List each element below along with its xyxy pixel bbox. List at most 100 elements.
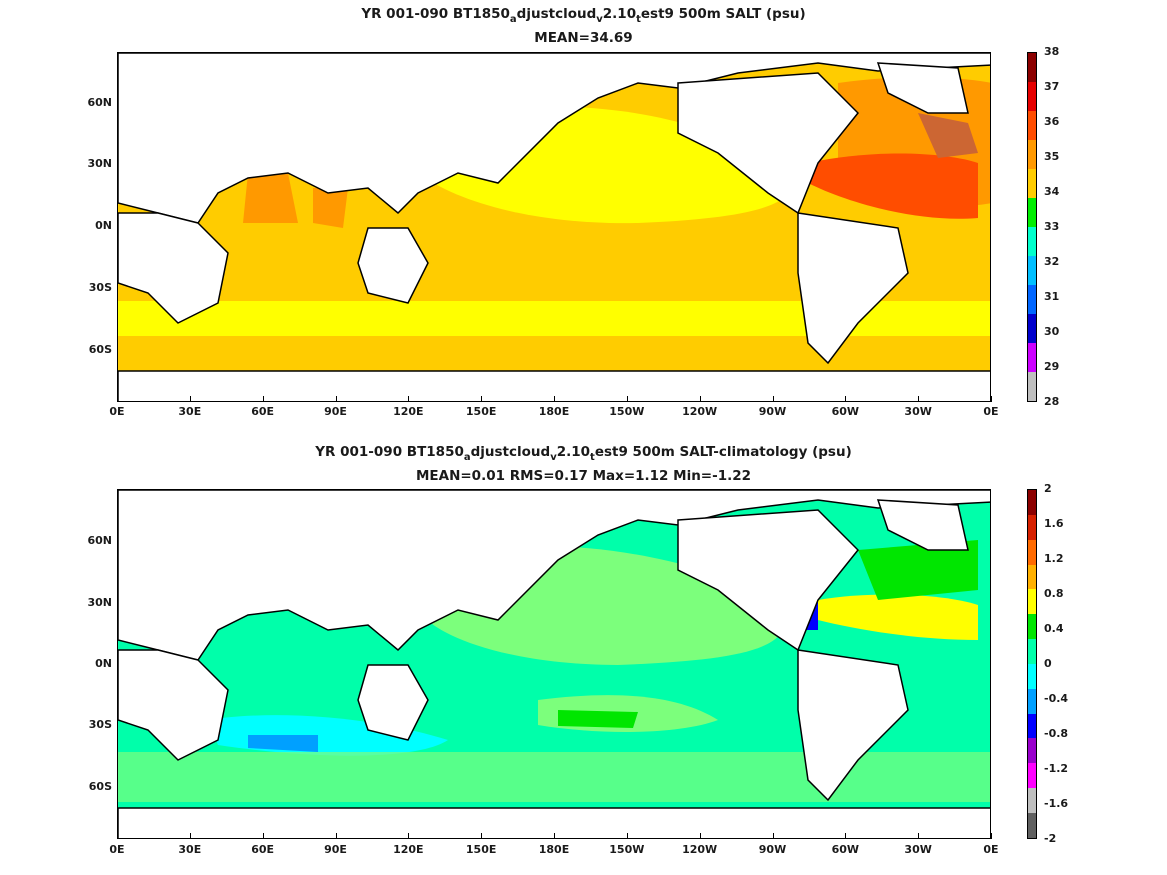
chart2-colorbar-tick: 1.6 — [1044, 517, 1064, 530]
chart2-ytick: 60S — [88, 780, 112, 793]
chart1-xtick: 30E — [178, 405, 202, 418]
chart2-xtick: 60E — [251, 843, 275, 856]
chart2-ytick: 30S — [88, 718, 112, 731]
chart2-colorbar-tick: -1.2 — [1044, 762, 1069, 775]
chart2-colorbar-swatch — [1028, 514, 1036, 540]
chart2-colorbar-swatch — [1028, 812, 1036, 838]
chart1-xtick: 0E — [109, 405, 125, 418]
title-fragment: est9 500m SALT-climatology (psu) — [594, 444, 852, 460]
chart2-xtick-mark — [190, 833, 191, 839]
chart1-xtick-mark — [554, 396, 555, 402]
eurasia-landmass — [118, 490, 990, 661]
title-fragment: djustcloud — [516, 6, 597, 22]
chart1-ytick: 30S — [88, 281, 112, 294]
chart1-colorbar-swatch — [1028, 256, 1036, 285]
chart1-ytick: 60S — [88, 343, 112, 356]
chart1-ytick: 30N — [87, 157, 112, 170]
atlantic-positive-anomaly — [818, 594, 978, 640]
chart2-colorbar-tick: -2 — [1044, 832, 1057, 845]
continents — [118, 53, 990, 401]
chart2-colorbar-tick: 0 — [1044, 657, 1052, 670]
chart1-ytick: 0N — [95, 219, 112, 232]
chart1-colorbar-swatch — [1028, 140, 1036, 169]
chart1-colorbar-tick: 37 — [1044, 80, 1060, 93]
chart1-colorbar-tick: 34 — [1044, 185, 1060, 198]
chart1-xtick: 120E — [393, 405, 424, 418]
chart2-ytick: 60N — [87, 534, 112, 547]
chart1-xtick-mark — [336, 396, 337, 402]
chart2-colorbar-tick: -1.6 — [1044, 797, 1069, 810]
chart1-colorbar-swatch — [1028, 285, 1036, 314]
chart2-map — [117, 489, 991, 839]
arabian-sea-region — [243, 173, 298, 223]
chart1-xtick-mark — [481, 396, 482, 402]
chart2-xtick-mark — [627, 833, 628, 839]
chart2-subtitle: MEAN=0.01 RMS=0.17 Max=1.12 Min=-1.22 — [415, 468, 752, 484]
chart1-colorbar-tick: 32 — [1044, 255, 1060, 268]
title-subscript: v — [550, 452, 557, 463]
chart1-colorbar-swatch — [1028, 314, 1036, 343]
chart2-xtick: 0E — [109, 843, 125, 856]
chart1-xtick-mark — [918, 396, 919, 402]
chart2-colorbar-tick: 1.2 — [1044, 552, 1064, 565]
africa-landmass — [118, 649, 229, 761]
chart2-colorbar-swatch — [1028, 688, 1036, 714]
chart2-xtick-mark — [336, 833, 337, 839]
chart1-xtick-mark — [773, 396, 774, 402]
chart2-colorbar-swatch — [1028, 763, 1036, 789]
chart1-xtick-mark — [263, 396, 264, 402]
chart1-xtick: 90W — [758, 405, 787, 418]
chart2-xtick: 180E — [538, 843, 570, 856]
chart2-xtick: 30E — [178, 843, 202, 856]
bay-of-bengal-region — [313, 188, 348, 228]
title-fragment: YR 001-090 BT1850 — [361, 6, 510, 22]
title-subscript: v — [596, 14, 603, 25]
chart2-colorbar-swatch — [1028, 614, 1036, 640]
chart1-xtick-mark — [117, 396, 118, 402]
chart2-xtick: 90E — [324, 843, 347, 856]
chart1-xtick: 150W — [609, 405, 645, 418]
chart1-xtick: 0E — [983, 405, 999, 418]
chart2-xtick: 90W — [758, 843, 787, 856]
chart2-xtick-mark — [918, 833, 919, 839]
antarctica-landmass — [118, 807, 990, 838]
chart1-colorbar-swatch — [1028, 227, 1036, 256]
chart2-colorbar-tick: 0.8 — [1044, 587, 1064, 600]
title-subscript: a — [509, 14, 517, 25]
australia-landmass — [357, 664, 429, 741]
chart2-xtick-mark — [263, 833, 264, 839]
greenland-landmass — [876, 499, 969, 551]
chart2-colorbar-tick: 2 — [1044, 482, 1052, 495]
chart2-colorbar-swatch — [1028, 788, 1036, 813]
continents-2 — [118, 490, 990, 838]
chart2-colorbar-swatch — [1028, 564, 1036, 590]
south-pacific-positive — [558, 710, 638, 728]
title-subscript: t — [636, 14, 641, 25]
chart1-ytick: 60N — [87, 96, 112, 109]
chart2-xtick-mark — [991, 833, 992, 839]
chart2-colorbar-tick: -0.4 — [1044, 692, 1069, 705]
title-fragment: 2.10 — [602, 6, 637, 22]
chart2-title: YR 001-090 BT1850adjustcloudv2.10test9 5… — [0, 444, 1167, 463]
chart2-colorbar-swatch — [1028, 490, 1036, 515]
chart2-colorbar-swatch — [1028, 713, 1036, 739]
chart1-colorbar-tick: 36 — [1044, 115, 1060, 128]
chart1-xtick: 90E — [324, 405, 347, 418]
chart1-xtick: 60E — [251, 405, 275, 418]
chart1-colorbar-swatch — [1028, 53, 1036, 82]
chart1-xtick: 180E — [538, 405, 570, 418]
chart1-xtick: 30W — [904, 405, 932, 418]
chart1-xtick: 120W — [682, 405, 718, 418]
title-subscript: t — [590, 452, 595, 463]
chart2-colorbar-tick: 0.4 — [1044, 622, 1064, 635]
chart2-colorbar-swatch — [1028, 539, 1036, 565]
chart1-map — [117, 52, 991, 402]
chart2-ytick: 30N — [87, 596, 112, 609]
chart2-colorbar-tick: -0.8 — [1044, 727, 1069, 740]
chart2-xtick: 60W — [831, 843, 860, 856]
chart2-xtick-mark — [481, 833, 482, 839]
chart2-xtick-mark — [700, 833, 701, 839]
chart1-colorbar-swatch — [1028, 343, 1036, 372]
chart1-colorbar-tick: 31 — [1044, 290, 1060, 303]
chart1-colorbar-swatch — [1028, 169, 1036, 198]
